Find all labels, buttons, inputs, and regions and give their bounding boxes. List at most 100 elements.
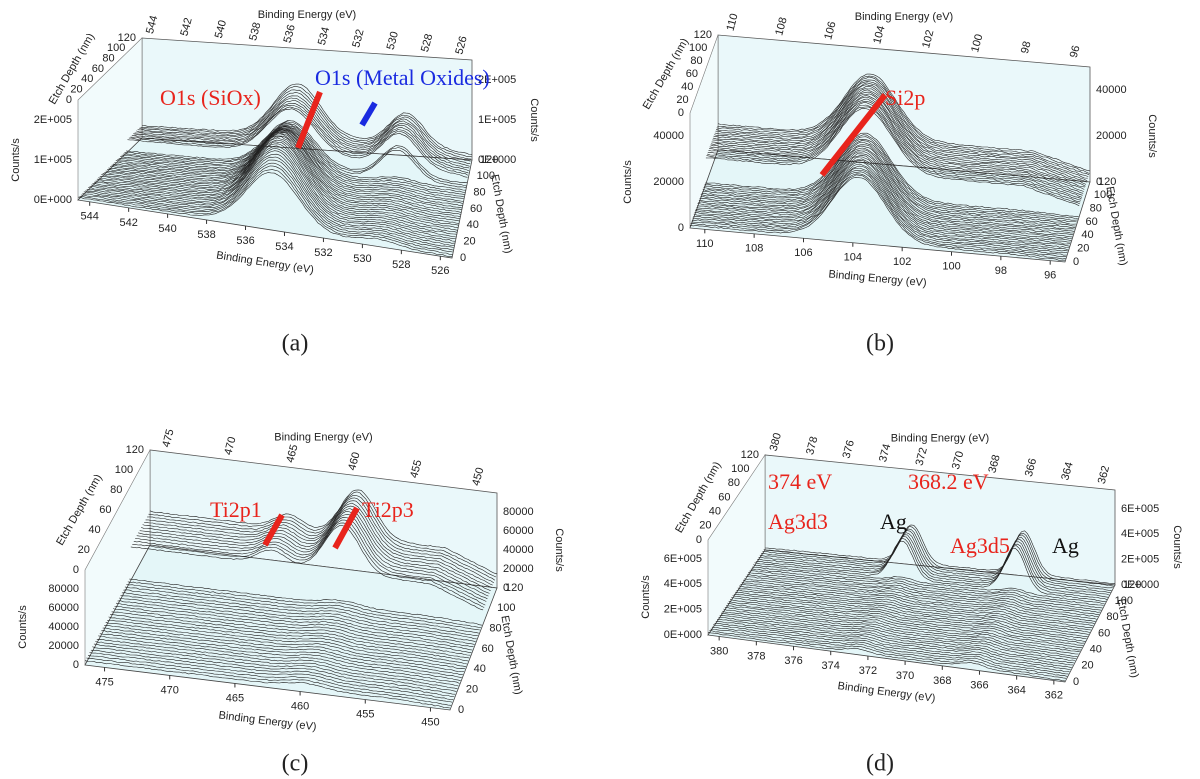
spectrum (99, 633, 461, 681)
y-tick-label: 40000 (48, 621, 79, 633)
y-axis-title: Counts/s (622, 160, 634, 204)
depth-tick-label: 120 (126, 444, 144, 456)
spectrum (716, 79, 1089, 177)
y-tick-label: 2E+005 (478, 74, 516, 86)
spectrum (691, 173, 1067, 258)
spectrum (129, 578, 483, 626)
spectrum (93, 141, 458, 233)
spectrum (101, 630, 462, 678)
spectrum (132, 522, 485, 608)
annotation: 368.2 eV (908, 469, 989, 494)
spectrum (695, 161, 1070, 247)
spectrum (690, 174, 1066, 260)
spectrum (108, 129, 462, 210)
depth-tick-label: 100 (497, 602, 515, 614)
x-tick-label: 108 (773, 16, 789, 37)
spectrum (735, 591, 1089, 635)
peak-marker (262, 513, 285, 547)
spectrum (720, 612, 1077, 659)
spectrum (127, 581, 482, 628)
y-tick-label: 20000 (1096, 130, 1127, 142)
spectrum (144, 500, 493, 586)
x-tick-label: 374 (877, 443, 893, 464)
spectrum (120, 595, 476, 642)
x-tick-label: 378 (747, 650, 765, 662)
depth-tick-label: 0 (696, 534, 702, 546)
caption: (a) (282, 331, 309, 357)
spectrum (759, 532, 1111, 593)
spectrum (99, 135, 459, 224)
spectrum (102, 627, 463, 676)
spectrum (107, 620, 467, 668)
spectrum (692, 170, 1068, 254)
depth-axis-title: Etch Depth (nm) (488, 173, 514, 254)
spectrum (113, 608, 471, 656)
x-tick-label: 370 (896, 670, 914, 682)
spectrum (694, 163, 1069, 248)
spectrum (105, 622, 466, 670)
spectrum (118, 597, 475, 645)
x-tick-label: 540 (158, 223, 176, 235)
spectrum (762, 528, 1113, 589)
spectrum (110, 614, 469, 662)
spectrum (701, 144, 1076, 229)
depth-tick-label: 120 (741, 449, 759, 461)
spectrum (709, 96, 1083, 196)
spectrum (704, 134, 1079, 220)
spectrum (124, 121, 467, 187)
spectrum (79, 169, 453, 255)
spectrum (107, 131, 462, 213)
spectrum (138, 511, 489, 597)
x-tick-label: 96 (1068, 44, 1083, 59)
spectrum (146, 495, 496, 581)
peak-marker (332, 506, 360, 550)
x-tick-label: 475 (95, 676, 113, 688)
depth-tick-label: 0 (73, 564, 79, 576)
depth-axis-title: Etch Depth (nm) (1103, 186, 1129, 267)
depth-tick-label: 20 (78, 544, 90, 556)
spectrum (133, 100, 470, 169)
x-tick-label: 364 (1007, 685, 1025, 697)
spectrum (130, 525, 484, 611)
depth-tick-label: 60 (1098, 627, 1110, 639)
x-tick-label: 534 (316, 26, 332, 47)
spectrum (718, 617, 1075, 664)
x-tick-label: 534 (275, 241, 293, 253)
x-tick-label: 542 (178, 17, 194, 38)
depth-tick-label: 80 (102, 53, 114, 65)
spectrum (711, 626, 1069, 675)
x-tick-label: 110 (696, 238, 714, 250)
spectrum (118, 125, 465, 195)
spectrum (722, 610, 1078, 657)
x-tick-label: 362 (1096, 464, 1112, 485)
x-tick-label: 544 (144, 14, 160, 35)
y-tick-label: 40000 (503, 544, 534, 556)
spectrum (758, 534, 1110, 596)
caption: (c) (282, 751, 309, 777)
spectrum (710, 93, 1084, 192)
spectrum (706, 106, 1080, 205)
spectrum (736, 589, 1091, 633)
spectrum (697, 155, 1072, 239)
x-tick-label: 455 (408, 459, 424, 480)
y-tick-label: 2E+005 (664, 604, 702, 616)
peak-marker (295, 90, 323, 150)
spectrum (124, 586, 479, 634)
spectrum (141, 505, 491, 591)
spectrum (712, 88, 1086, 187)
spectrum (739, 585, 1093, 628)
depth-tick-label: 60 (470, 203, 482, 215)
spectrum (742, 579, 1096, 622)
spectrum (128, 106, 469, 176)
x-axis-title: Binding Energy (eV) (828, 268, 927, 289)
y-tick-label: 4E+005 (1121, 528, 1159, 540)
depth-tick-label: 40 (681, 81, 693, 93)
spectrum (95, 641, 458, 690)
depth-tick-label: 40 (467, 219, 479, 231)
y-tick-label: 6E+005 (664, 553, 702, 565)
spectrum (77, 172, 452, 257)
depth-tick-label: 20 (1081, 660, 1093, 672)
depth-tick-label: 0 (1073, 256, 1079, 268)
y-tick-label: 0 (73, 659, 79, 671)
x-tick-label: 460 (291, 700, 309, 712)
